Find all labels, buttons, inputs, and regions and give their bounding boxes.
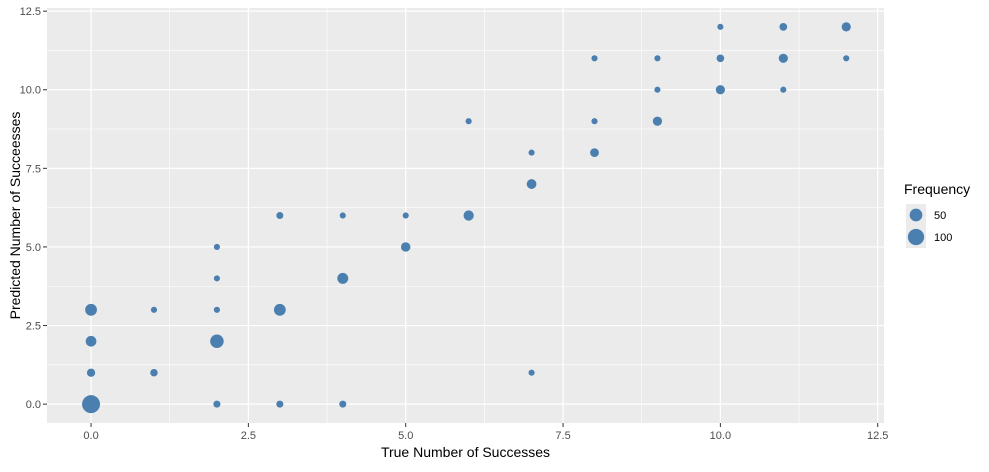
data-point bbox=[843, 55, 850, 62]
data-point bbox=[654, 55, 661, 62]
data-point bbox=[85, 303, 97, 316]
major-gridlines bbox=[47, 8, 884, 423]
data-point bbox=[213, 400, 221, 408]
data-point bbox=[528, 149, 535, 156]
legend-label: 100 bbox=[934, 232, 952, 244]
data-point bbox=[276, 211, 284, 220]
data-point bbox=[400, 242, 411, 252]
data-point bbox=[339, 400, 347, 408]
y-tick-label: 10.0 bbox=[20, 85, 41, 97]
data-point bbox=[716, 54, 725, 63]
legend-entries: 50 100 bbox=[906, 204, 952, 248]
data-point bbox=[273, 303, 286, 316]
data-point bbox=[150, 306, 158, 313]
data-point bbox=[337, 272, 349, 284]
data-point bbox=[86, 368, 96, 377]
y-tick-label: 0.0 bbox=[26, 399, 41, 411]
data-point bbox=[778, 53, 788, 63]
x-axis: 0.0 2.5 5.0 7.5 10.0 12.5 bbox=[83, 423, 888, 442]
data-point bbox=[526, 179, 537, 189]
data-point bbox=[213, 243, 220, 251]
data-point bbox=[779, 23, 788, 31]
x-tick-label: 2.5 bbox=[241, 430, 256, 442]
legend-symbol bbox=[907, 228, 925, 246]
x-axis-title: True Number of Successes bbox=[381, 444, 550, 460]
x-tick-label: 0.0 bbox=[83, 430, 98, 442]
data-point bbox=[654, 86, 661, 93]
y-axis-title: Predicted Number of Succeesses bbox=[7, 112, 23, 320]
legend-title: Frequency bbox=[904, 181, 970, 197]
data-point bbox=[213, 275, 220, 282]
data-point bbox=[590, 148, 599, 157]
x-tick-label: 5.0 bbox=[398, 430, 413, 442]
legend-symbol bbox=[909, 208, 923, 222]
data-point bbox=[82, 395, 101, 414]
data-point bbox=[210, 334, 224, 349]
legend: Frequency 50 100 bbox=[904, 181, 970, 248]
data-point bbox=[85, 335, 97, 347]
y-tick-label: 12.5 bbox=[20, 6, 41, 18]
legend-label: 50 bbox=[934, 210, 946, 222]
data-point bbox=[591, 118, 598, 125]
data-point bbox=[150, 368, 158, 377]
data-point bbox=[780, 86, 787, 93]
data-point bbox=[276, 400, 284, 408]
data-point bbox=[715, 85, 725, 95]
data-point bbox=[717, 23, 724, 30]
minor-gridlines bbox=[47, 8, 884, 423]
data-point bbox=[841, 22, 851, 32]
data-point bbox=[652, 116, 663, 126]
y-tick-label: 2.5 bbox=[26, 321, 41, 333]
x-tick-label: 10.0 bbox=[710, 430, 731, 442]
data-point bbox=[339, 212, 346, 219]
y-tick-label: 5.0 bbox=[26, 242, 41, 254]
x-tick-label: 7.5 bbox=[555, 430, 570, 442]
data-point bbox=[213, 306, 220, 313]
x-tick-label: 12.5 bbox=[867, 430, 888, 442]
data-point bbox=[528, 369, 535, 376]
data-point bbox=[465, 118, 472, 125]
y-tick-label: 7.5 bbox=[26, 163, 41, 175]
data-points bbox=[82, 22, 851, 414]
data-point bbox=[591, 55, 598, 62]
y-axis: 0.0 2.5 5.0 7.5 10.0 12.5 bbox=[20, 6, 47, 411]
data-point bbox=[463, 210, 474, 221]
data-point bbox=[402, 212, 409, 219]
